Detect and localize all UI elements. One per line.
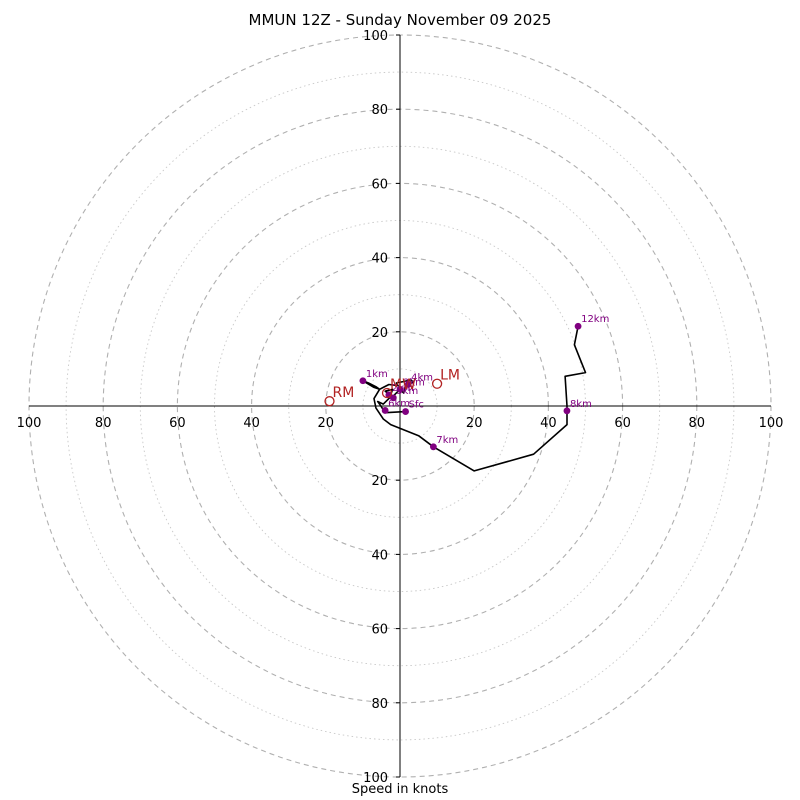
storm-motion-label-mw: MW [390, 377, 416, 393]
height-marker-5km [389, 394, 397, 402]
x-tick-label: 40 [540, 416, 557, 431]
height-label-3km: 3km [403, 377, 425, 388]
y-tick-label: 60 [371, 623, 388, 638]
x-tick-label: 20 [466, 416, 483, 431]
height-label-Sfc: Sfc [409, 400, 424, 411]
storm-motion-marker-mw [381, 387, 393, 399]
height-marker-4km [404, 381, 412, 388]
height-label-7km: 7km [436, 435, 458, 446]
y-tick-label: 100 [363, 771, 388, 786]
height-label-5km: 5km [396, 386, 418, 397]
storm-motion-label-rm: RM [333, 385, 355, 401]
height-marker-12km [574, 322, 582, 330]
x-tick-label: 100 [17, 416, 42, 431]
y-tick-label: 20 [371, 326, 388, 341]
height-label-1km: 1km [366, 369, 388, 380]
y-tick-label: 40 [371, 548, 388, 563]
chart-title: MMUN 12Z - Sunday November 09 2025 [248, 11, 552, 29]
height-marker-Sfc [402, 408, 409, 415]
hodograph-line [362, 326, 587, 472]
x-tick-label: 60 [169, 416, 186, 431]
height-label-6km: 6km [388, 398, 410, 409]
storm-motion-label-lm: LM [440, 368, 460, 384]
y-tick-label: 100 [363, 29, 388, 44]
x-tick-label: 80 [689, 416, 706, 431]
y-tick-label: 80 [371, 697, 388, 712]
y-tick-label: 60 [371, 177, 388, 192]
x-tick-label: 80 [95, 416, 112, 431]
height-label-4km: 4km [411, 372, 433, 383]
y-tick-label: 40 [371, 252, 388, 267]
x-tick-label: 40 [243, 416, 260, 431]
x-tick-label: 100 [759, 416, 784, 431]
height-label-12km: 12km [581, 314, 609, 325]
x-tick-label: 20 [318, 416, 335, 431]
height-marker-3km [396, 385, 404, 393]
speed-axis-label: Speed in knots [351, 782, 449, 797]
height-marker-6km [381, 407, 389, 414]
y-tick-label: 20 [371, 474, 388, 489]
height-marker-8km [563, 407, 571, 415]
y-tick-label: 80 [371, 103, 388, 118]
height-marker-7km [429, 443, 437, 451]
height-marker-1km [359, 377, 367, 385]
height-label-8km: 8km [570, 399, 592, 410]
storm-motion-marker-lm [431, 378, 443, 389]
storm-motion-marker-rm [324, 396, 335, 407]
x-tick-label: 60 [614, 416, 631, 431]
